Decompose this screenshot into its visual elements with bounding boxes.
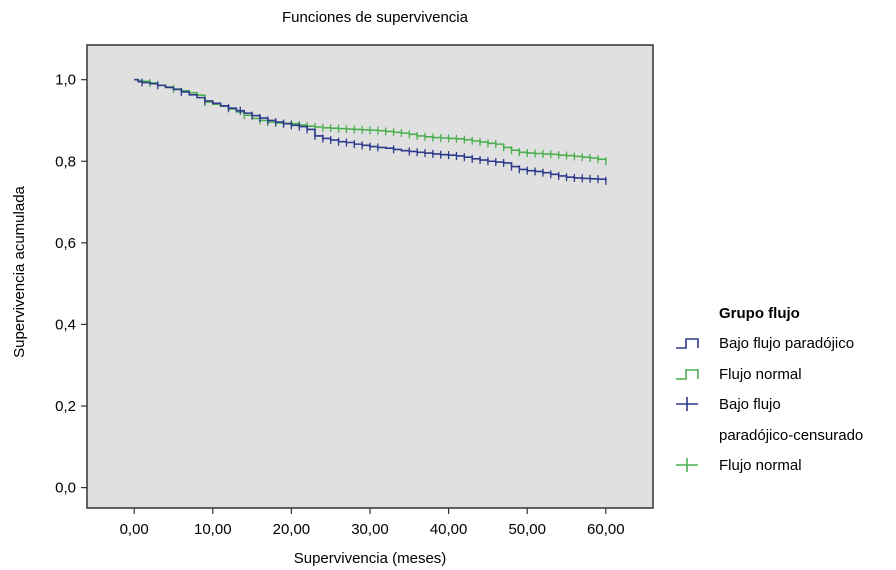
series-layer [134,78,607,185]
plot-area [86,44,654,509]
x-tick-label: 0,00 [120,521,149,538]
y-tick-label: 0,8 [55,153,76,170]
y-axis: 0,0 0,2 0,4 0,6 0,8 1,0 [55,72,87,497]
x-axis-label: Supervivencia (meses) [294,550,447,567]
legend-label-normal: Flujo normal [719,366,802,383]
x-tick-label: 60,00 [587,521,625,538]
legend-title: Grupo flujo [719,305,800,322]
y-tick-label: 0,6 [55,235,76,252]
legend-label-bajo: Bajo flujo paradójico [719,335,854,352]
y-tick-label: 1,0 [55,72,76,89]
y-tick-label: 0,2 [55,398,76,415]
chart-title: Funciones de supervivencia [282,9,469,26]
x-axis: 0,00 10,00 20,00 30,00 40,00 50,00 60,00 [120,508,625,538]
legend-step-symbol-bajo [676,338,699,349]
legend-label-bajo-censurado-line2: paradójico-censurado [719,427,863,444]
x-tick-label: 20,00 [273,521,311,538]
x-tick-label: 10,00 [194,521,232,538]
y-axis-label: Supervivencia acumulada [11,185,28,357]
x-tick-label: 50,00 [508,521,546,538]
x-tick-label: 40,00 [430,521,468,538]
legend-step-symbol-normal [676,369,699,380]
legend: Grupo flujo Bajo flujo paradójico Flujo … [676,305,863,474]
legend-cross-symbol-normal [676,458,698,472]
x-tick-label: 30,00 [351,521,389,538]
legend-label-normal-censurado: Flujo normal [719,457,802,474]
legend-cross-symbol-bajo [676,397,698,411]
y-tick-label: 0,0 [55,480,76,497]
legend-label-bajo-censurado-line1: Bajo flujo [719,396,781,413]
y-tick-label: 0,4 [55,316,76,333]
